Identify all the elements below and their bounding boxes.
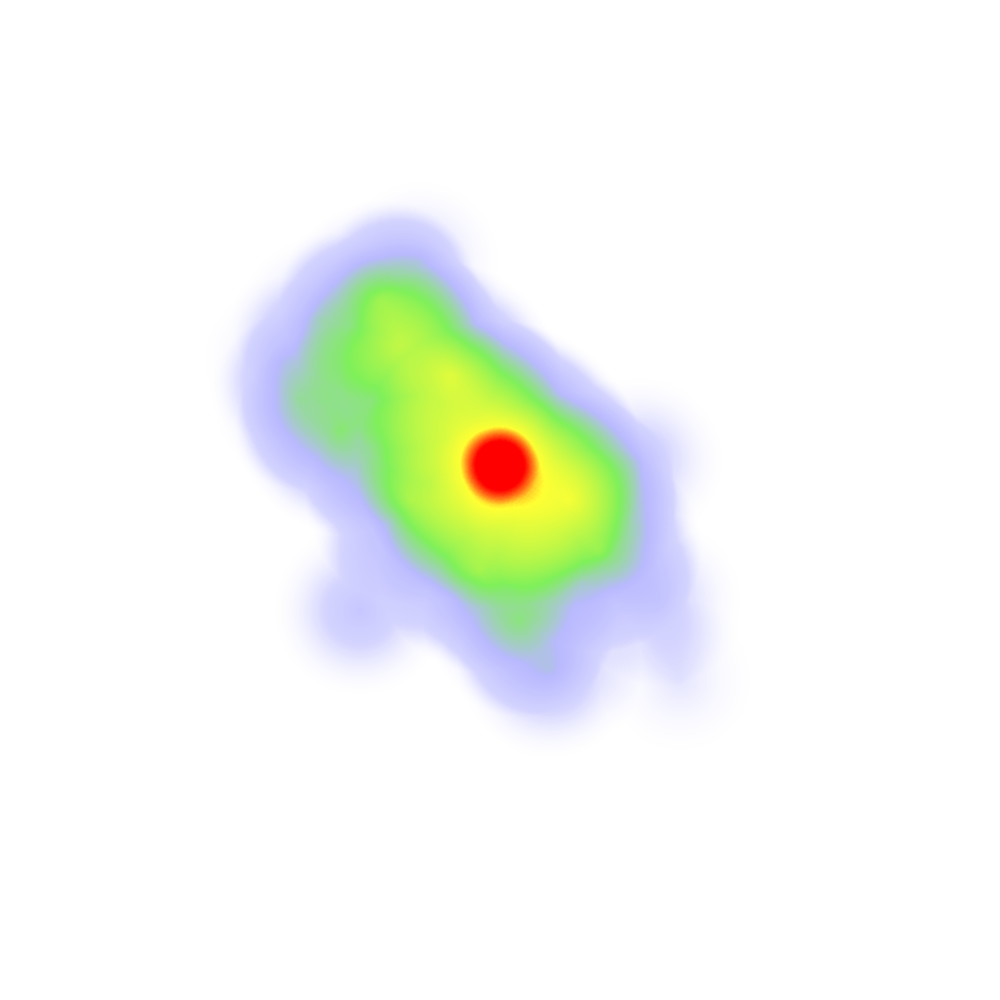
heatmap-chart bbox=[0, 0, 1000, 1000]
heatmap-density-canvas bbox=[0, 0, 1000, 1000]
